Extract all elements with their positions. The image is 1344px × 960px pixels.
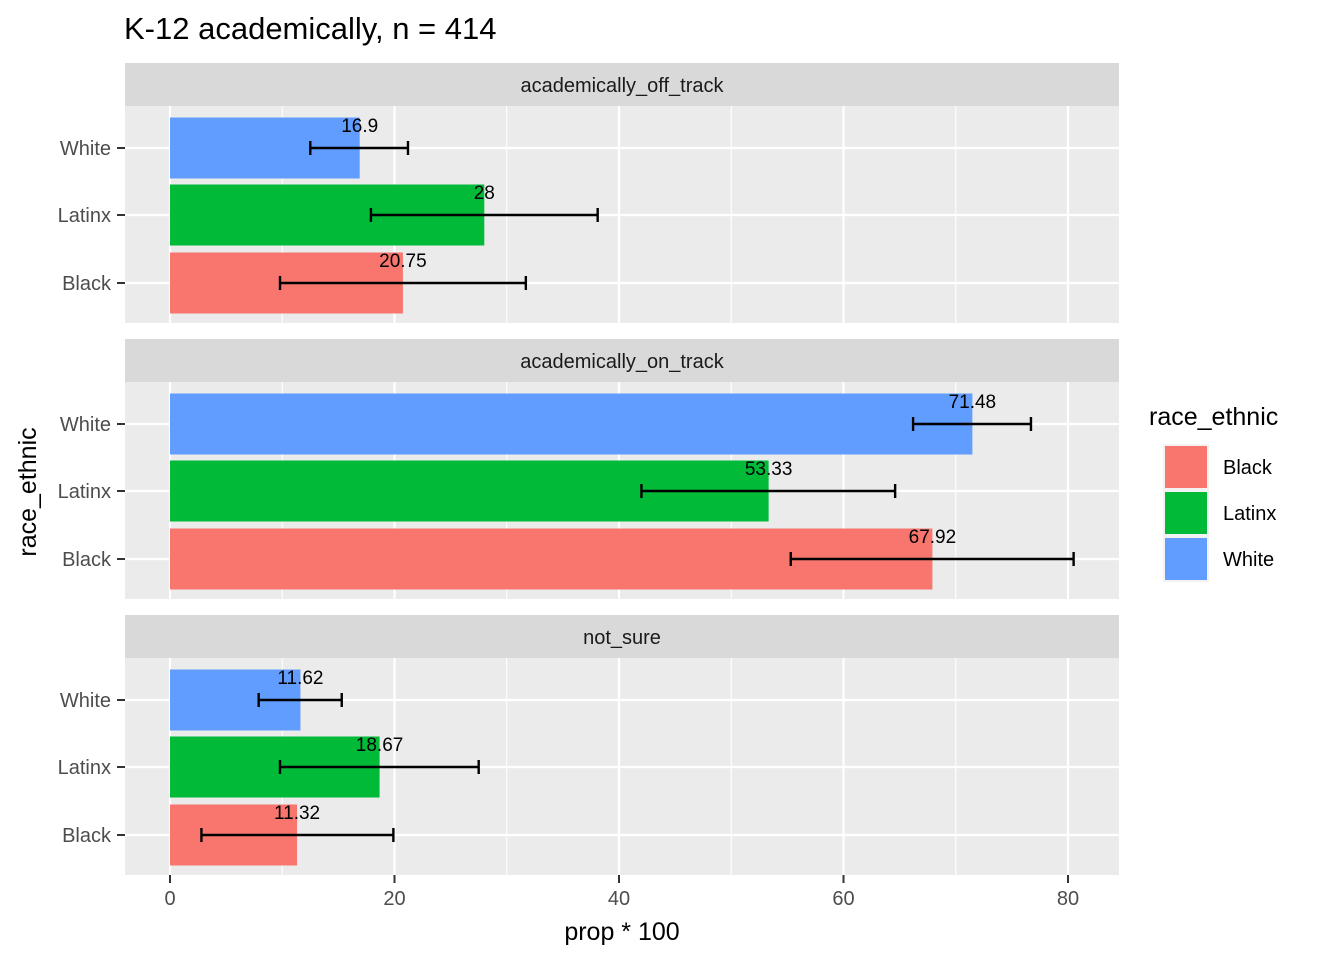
error-bar xyxy=(257,693,343,707)
category-label: Latinx xyxy=(58,757,111,779)
facet-strip xyxy=(125,615,1119,658)
chart-title: K-12 academically, n = 414 xyxy=(124,11,497,46)
x-axis: 0 20 40 60 80 xyxy=(164,875,1079,910)
legend-key-swatch xyxy=(1165,492,1207,534)
facet-academically_off_track: academically_off_track 16.9 White 28 Latinx 2… xyxy=(58,63,1119,323)
legend-item-white: White xyxy=(1163,536,1274,582)
category-label: White xyxy=(60,414,111,436)
category-label: Latinx xyxy=(58,205,111,227)
legend-label: Black xyxy=(1223,457,1273,479)
data-label: 18.67 xyxy=(356,735,404,756)
category-label: Black xyxy=(62,549,112,571)
facet-not_sure: not_sure 11.62 White 18.67 Latinx 11.32 Black xyxy=(58,615,1119,875)
legend: race_ethnic Black Latinx White xyxy=(1149,403,1278,582)
x-tick-label: 0 xyxy=(164,888,175,910)
facet-academically_on_track: academically_on_track 71.48 White 53.33 Lati… xyxy=(58,339,1119,599)
x-tick-label: 40 xyxy=(608,888,630,910)
data-label: 71.48 xyxy=(949,392,997,413)
y-axis-title: race_ethnic xyxy=(14,427,42,556)
facet-strip-label: academically_off_track xyxy=(520,75,724,97)
category-label: White xyxy=(60,690,111,712)
category-label: Latinx xyxy=(58,481,111,503)
x-axis-title: prop * 100 xyxy=(564,918,679,946)
facet-panels: academically_off_track 16.9 White 28 Latinx 2… xyxy=(58,63,1119,875)
facet-strip-label: academically_on_track xyxy=(520,351,724,373)
data-label: 53.33 xyxy=(745,459,793,480)
error-bar xyxy=(369,208,599,222)
facet-strip xyxy=(125,63,1119,106)
legend-key-swatch xyxy=(1165,538,1207,580)
bar-white xyxy=(170,393,973,455)
legend-key-swatch xyxy=(1165,446,1207,488)
data-label: 16.9 xyxy=(341,116,378,137)
data-label: 11.62 xyxy=(277,668,323,689)
data-label: 67.92 xyxy=(909,527,957,548)
x-tick-label: 80 xyxy=(1057,888,1079,910)
data-label: 20.75 xyxy=(379,251,427,272)
error-bar xyxy=(911,417,1033,431)
error-bar xyxy=(789,552,1075,566)
error-bar xyxy=(640,484,897,498)
legend-title: race_ethnic xyxy=(1149,403,1278,431)
error-bar xyxy=(278,276,528,290)
facet-strip xyxy=(125,339,1119,382)
legend-item-black: Black xyxy=(1163,444,1273,490)
error-bar xyxy=(278,760,480,774)
x-tick-label: 20 xyxy=(383,888,405,910)
error-bar xyxy=(200,828,395,842)
category-label: Black xyxy=(62,825,112,847)
data-label: 28 xyxy=(474,183,495,204)
category-label: White xyxy=(60,138,111,160)
legend-label: White xyxy=(1223,549,1274,571)
data-label: 11.32 xyxy=(274,803,320,824)
facet-strip-label: not_sure xyxy=(583,627,661,649)
legend-label: Latinx xyxy=(1223,503,1276,525)
legend-item-latinx: Latinx xyxy=(1163,490,1276,536)
error-bar xyxy=(309,141,410,155)
x-tick-label: 60 xyxy=(832,888,854,910)
category-label: Black xyxy=(62,273,112,295)
